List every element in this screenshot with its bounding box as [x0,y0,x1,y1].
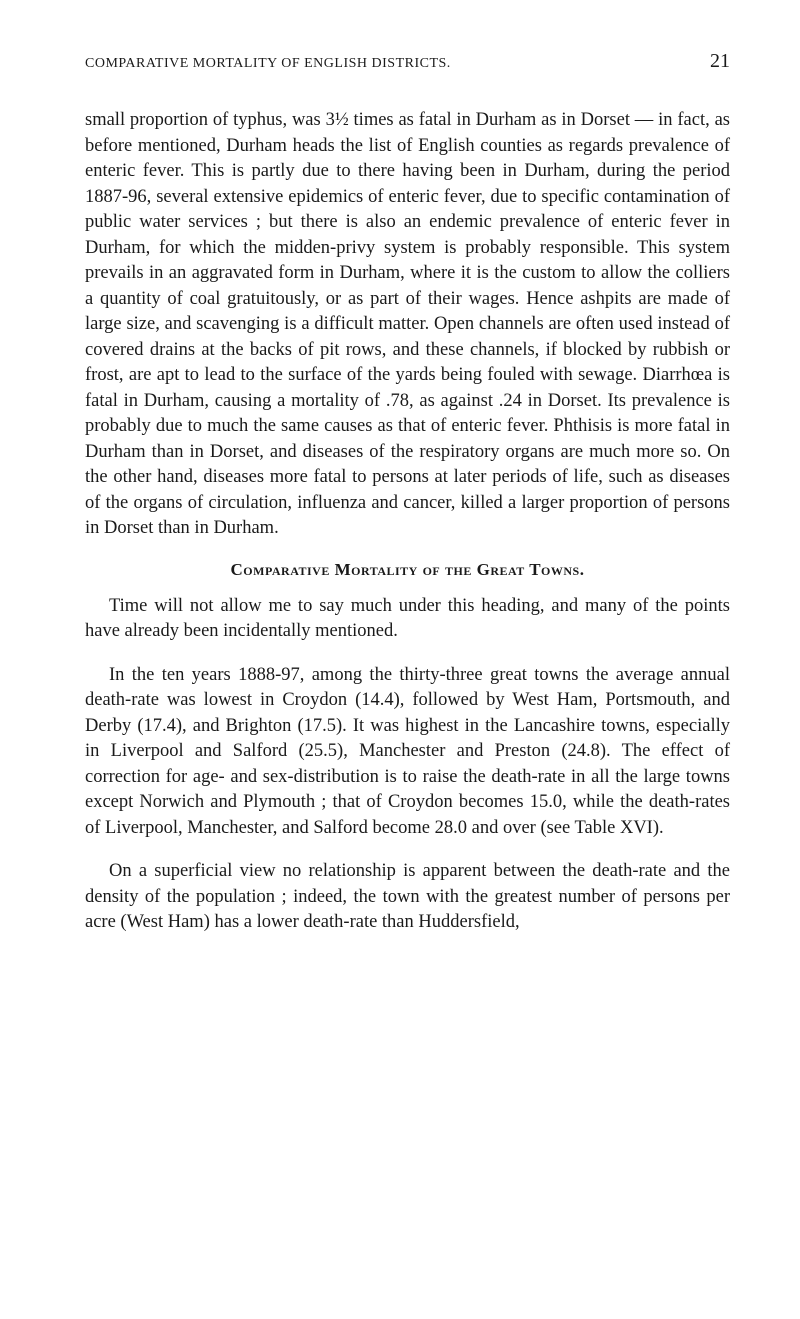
paragraph-1: small proportion of typhus, was 3½ times… [85,108,730,542]
paragraph-2: Time will not allow me to say much under… [85,594,730,645]
paragraph-4: On a superficial view no relationship is… [85,859,730,936]
section-heading: Comparative Mortality of the Great Towns… [85,560,730,580]
page-number: 21 [710,50,730,73]
paragraph-3: In the ten years 1888-97, among the thir… [85,663,730,842]
running-title: COMPARATIVE MORTALITY OF ENGLISH DISTRIC… [85,56,451,72]
page-header: COMPARATIVE MORTALITY OF ENGLISH DISTRIC… [85,50,730,73]
